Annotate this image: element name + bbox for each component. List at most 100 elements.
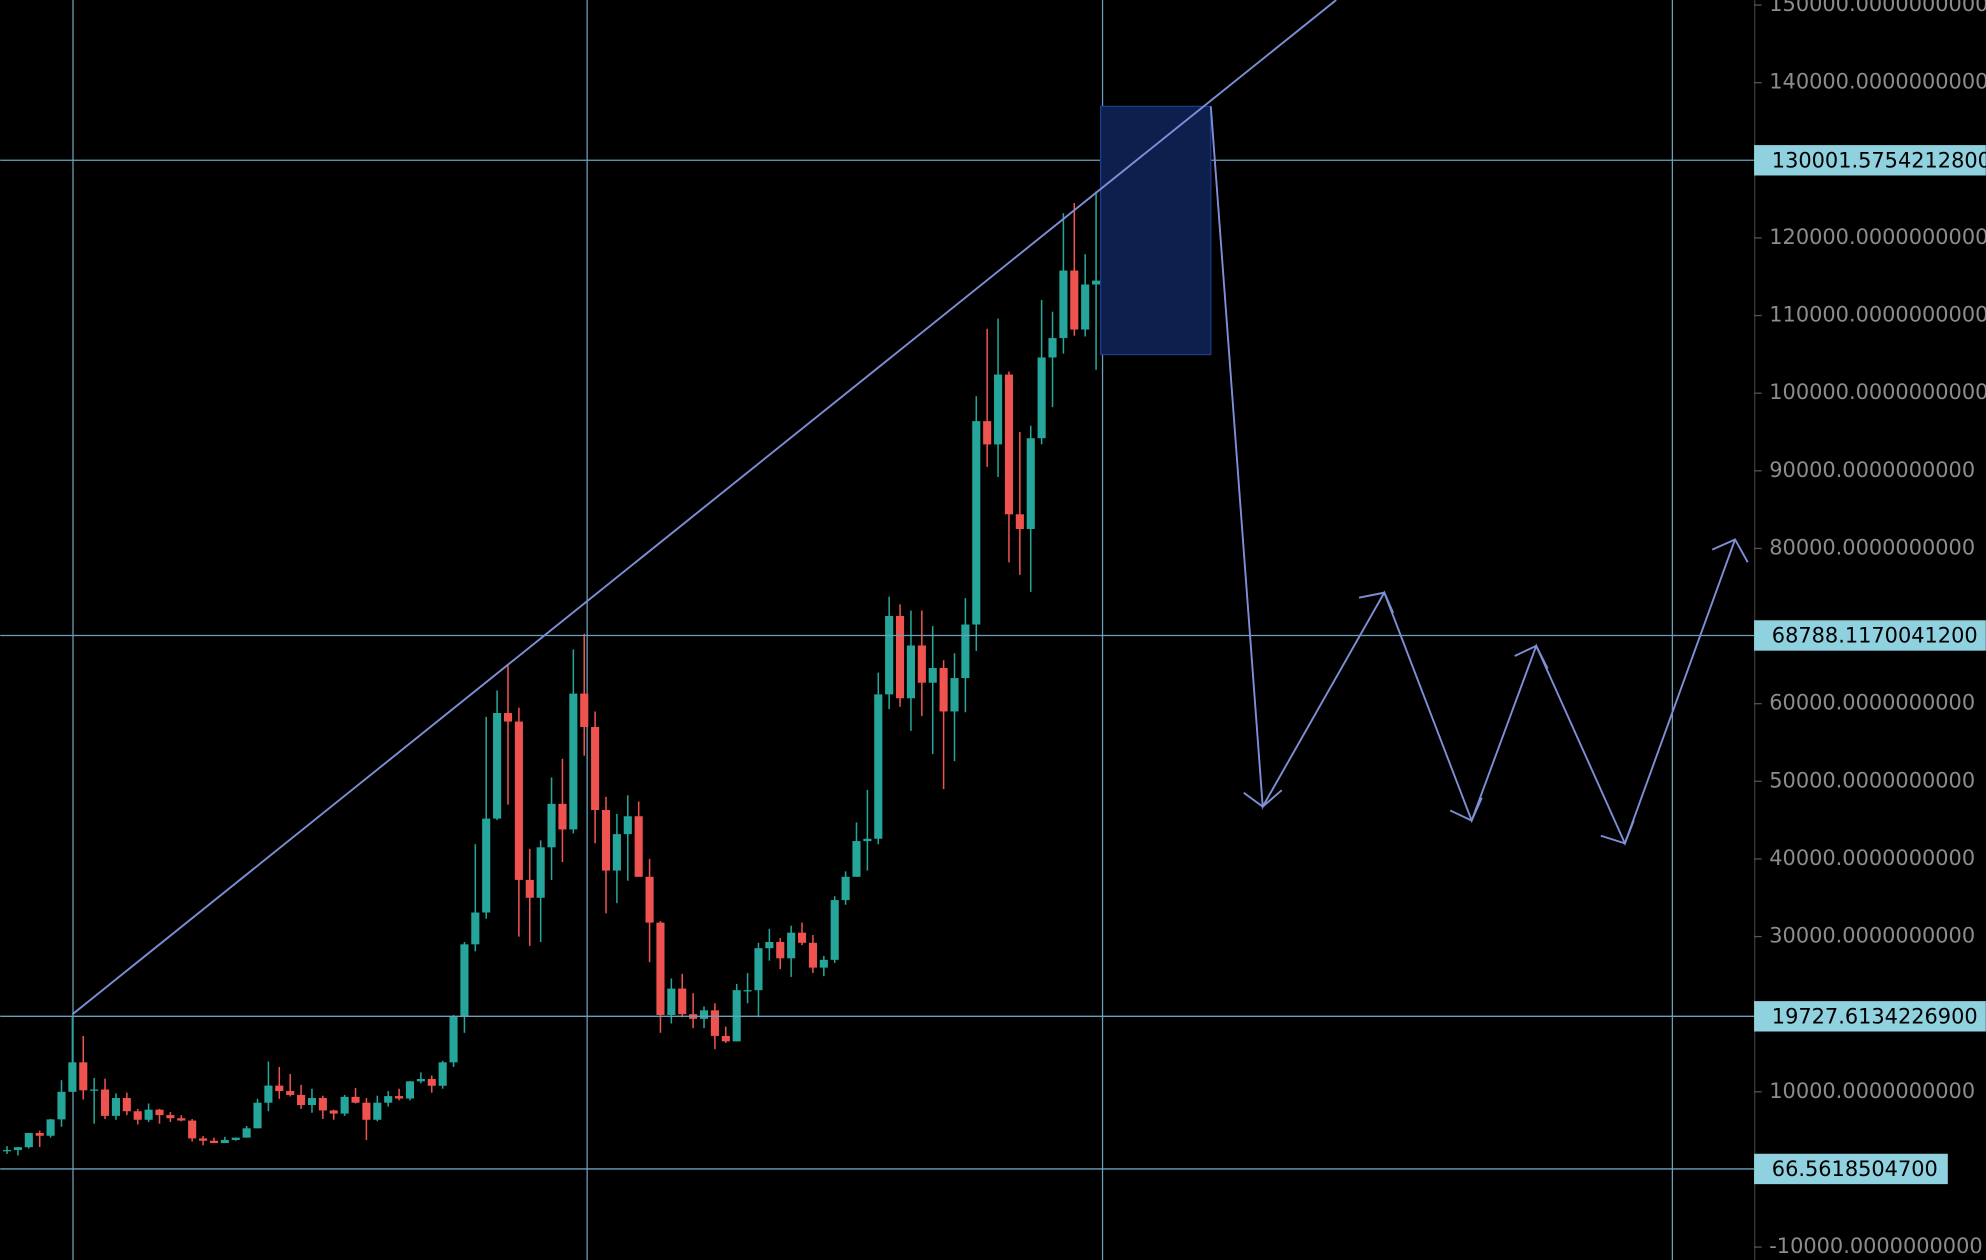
candle-body [776, 942, 785, 959]
candle-body [972, 421, 981, 625]
candle-body [885, 615, 894, 695]
candle-body [906, 645, 915, 699]
candle-body [90, 1089, 99, 1091]
candle-body [286, 1091, 295, 1095]
candle-body [1059, 270, 1068, 339]
price-label-box [1754, 620, 1986, 651]
y-tick-label: 30000.0000000000 [1769, 924, 1975, 948]
candle-body [645, 876, 654, 923]
price-label: 66.5618504700 [1772, 1157, 1938, 1181]
candle-body [721, 1035, 730, 1042]
y-tick-label: 100000.0000000000 [1769, 380, 1986, 404]
y-tick-label: 50000.0000000000 [1769, 768, 1975, 792]
candle-body [144, 1109, 153, 1120]
y-tick-label: 10000.0000000000 [1769, 1079, 1975, 1103]
candle-body [547, 803, 556, 848]
candle-body [46, 1119, 55, 1136]
candle-body [939, 667, 948, 712]
candle-body [895, 615, 905, 699]
y-tick-label: 90000.0000000000 [1769, 458, 1975, 482]
candle-body [177, 1118, 186, 1121]
candle-body [699, 1010, 709, 1019]
candle-body [318, 1098, 327, 1111]
arrow-head [1358, 591, 1395, 614]
candle-body [612, 834, 621, 871]
y-axis: 150000.0000000000 140000.0000000000 120000… [1754, 0, 1986, 1258]
candle-body [405, 1081, 415, 1099]
price-label: 19727.6134226900 [1772, 1005, 1978, 1029]
candle-body [362, 1102, 371, 1120]
candle-body [297, 1094, 306, 1106]
candle-body [852, 841, 861, 877]
candle-body [351, 1096, 360, 1103]
projection [1209, 106, 1749, 846]
candle-body [874, 694, 883, 839]
candle-body [1004, 374, 1014, 515]
candle-body [100, 1089, 110, 1116]
price-label-box [1754, 145, 1986, 176]
candle-body [471, 912, 480, 945]
candle-body [928, 667, 937, 683]
candle-body [787, 932, 796, 959]
candle-body [917, 645, 926, 683]
y-tick-label: 60000.0000000000 [1769, 691, 1975, 715]
candle-body [667, 988, 676, 1015]
price-label-box [1754, 1153, 1948, 1185]
candle-body [1048, 338, 1057, 358]
candle-body [797, 932, 807, 943]
candle-body [35, 1132, 44, 1136]
candle-body [994, 374, 1003, 445]
candle-body [525, 879, 534, 898]
candle-body [329, 1110, 338, 1114]
candle-body [983, 421, 992, 445]
candle-body [13, 1147, 22, 1151]
candle-body [601, 810, 611, 871]
candle-body [656, 922, 665, 1015]
arrow-head [1514, 644, 1549, 670]
candle-body [678, 988, 687, 1015]
candle-body [133, 1111, 142, 1120]
candle-body [514, 721, 523, 880]
y-tick-label: 80000.0000000000 [1769, 535, 1975, 559]
candle-body [634, 816, 643, 877]
candle-body [253, 1102, 262, 1129]
arrow-head [1711, 538, 1749, 563]
candle-body [950, 678, 959, 712]
price-label: 68788.1170041200 [1772, 624, 1978, 648]
candle-body [710, 1010, 719, 1036]
candle-body [2, 1150, 12, 1152]
candle-body [493, 713, 502, 819]
candle-body [1026, 438, 1035, 530]
candle-body [830, 900, 839, 960]
candle-body [199, 1138, 208, 1141]
candle-body [231, 1137, 240, 1140]
y-tick-label: -10000.0000000000 [1769, 1234, 1982, 1258]
candle-body [384, 1096, 393, 1103]
arrow-head [1449, 797, 1483, 822]
trend-line [71, 0, 1337, 1016]
candle-body [1037, 357, 1046, 439]
candle-body [209, 1140, 219, 1144]
candle-body [569, 693, 578, 830]
target-zone [1100, 105, 1212, 356]
candle-body [79, 1062, 88, 1091]
candle-body [961, 624, 970, 679]
candle-body [373, 1102, 382, 1120]
candle-body [1070, 270, 1079, 330]
candle-body [1092, 280, 1101, 285]
candle-body [220, 1139, 229, 1144]
candle-body [580, 693, 589, 727]
arrow-head [1600, 820, 1635, 845]
y-tick-label: 140000.0000000000 [1769, 70, 1986, 94]
candle-body [765, 942, 774, 949]
y-tick-label: 150000.0000000000 [1769, 0, 1986, 16]
candle-body [416, 1079, 425, 1082]
candle-body [427, 1079, 436, 1086]
candle-body [340, 1096, 349, 1114]
candle-body [24, 1132, 33, 1148]
candle-body [275, 1085, 284, 1092]
candle-body [558, 803, 567, 830]
y-tick-label: 40000.0000000000 [1769, 846, 1975, 870]
